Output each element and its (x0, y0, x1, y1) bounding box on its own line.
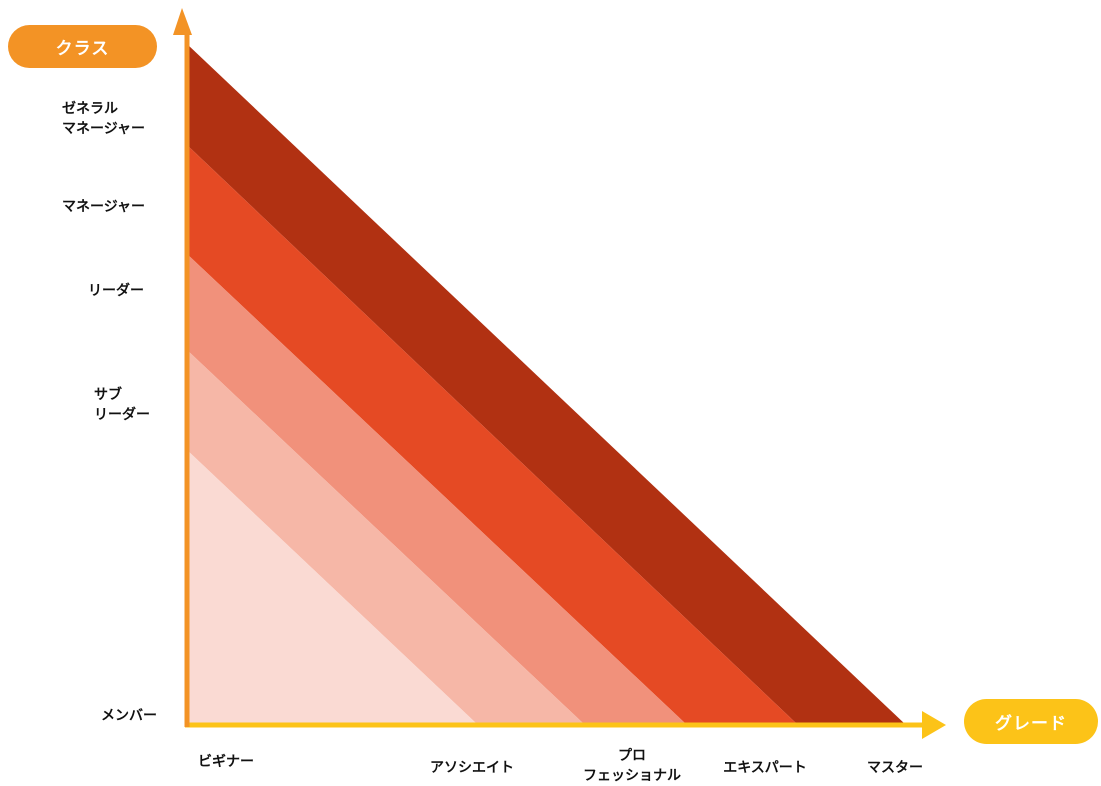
band-dark (187, 145, 798, 725)
x-level-label: マスター (867, 760, 923, 776)
band-light (187, 350, 585, 725)
y-level-label: マネージャー (62, 199, 146, 215)
x-axis-arrowhead (922, 711, 946, 739)
x-level-label: ビギナー (198, 754, 254, 770)
x-level-label: プロ フェッショナル (583, 748, 681, 784)
y-axis-title: クラス (8, 25, 157, 68)
band-darkest (187, 44, 906, 725)
x-level-label: エキスパート (723, 760, 807, 776)
y-level-label: サブ リーダー (94, 387, 150, 423)
y-level-label: ゼネラル マネージャー (62, 101, 146, 137)
band-lightest (187, 450, 478, 725)
y-axis-arrowhead (173, 8, 192, 35)
y-level-label: メンバー (101, 708, 157, 724)
x-level-label: アソシエイト (430, 760, 514, 776)
band-medium (187, 254, 687, 725)
x-axis-title: グレード (964, 699, 1098, 744)
y-level-label: リーダー (88, 283, 144, 299)
